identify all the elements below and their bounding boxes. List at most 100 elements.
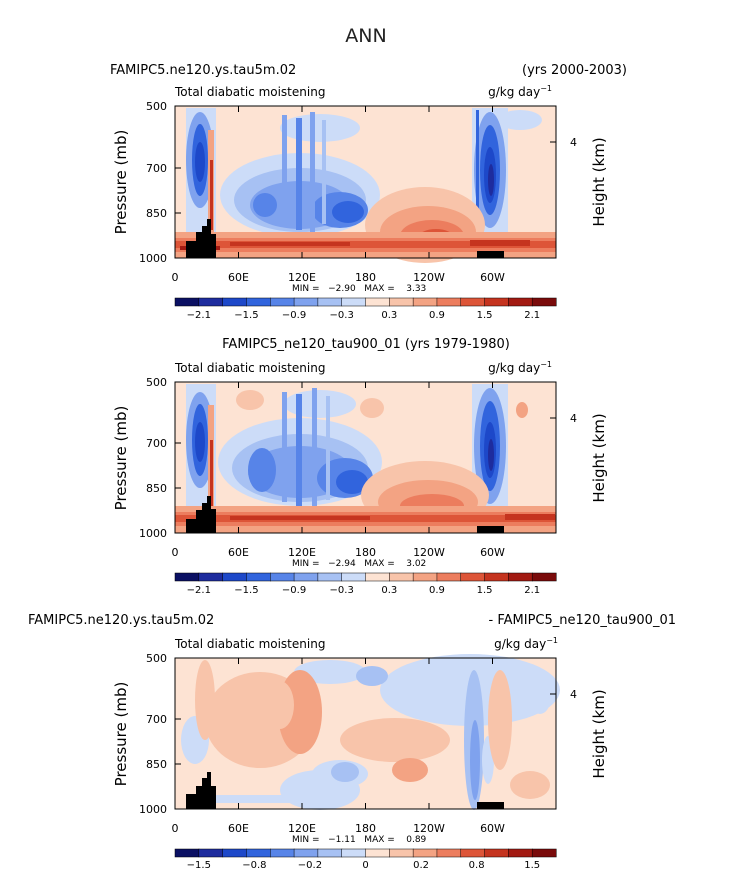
panel-3-x-tick: 120E xyxy=(288,822,316,835)
panel-1-x-tick: 0 xyxy=(172,271,179,284)
colorbar-label: 0.9 xyxy=(429,585,445,596)
panel-2-x-tick: 120E xyxy=(288,546,316,559)
colorbar-swatch xyxy=(341,848,367,858)
colorbar-swatch xyxy=(341,572,367,582)
panel-1-x-tick: 120E xyxy=(288,271,316,284)
colorbar-label: −1.5 xyxy=(187,860,211,871)
panel-2-x-tick: 120W xyxy=(413,546,445,559)
colorbar-swatch xyxy=(198,297,224,307)
panel-2-x-tick-labels: 0 60E 120E 180 120W 60W xyxy=(172,546,506,559)
panel-2-case-label: FAMIPC5_ne120_tau900_01 (yrs 1979-1980) xyxy=(222,337,510,352)
panel-1-min-max: MIN = −2.90 MAX = 3.33 xyxy=(292,284,426,294)
panel-2-x-tick: 60W xyxy=(480,546,505,559)
panel-1-x-tick: 120W xyxy=(413,271,445,284)
panel-1-x-tick: 60E xyxy=(228,271,249,284)
colorbar-swatch xyxy=(293,848,319,858)
colorbar-swatch xyxy=(531,572,557,582)
colorbar-swatch xyxy=(222,572,247,582)
panel-2-right-tick: 4 xyxy=(570,412,577,425)
colorbar-swatch xyxy=(484,297,509,307)
panel-1-years-label: (yrs 2000-2003) xyxy=(522,63,627,78)
colorbar-swatch xyxy=(460,848,486,858)
colorbar-swatch xyxy=(317,572,343,582)
colorbar-label: 0.9 xyxy=(429,310,445,321)
panel-2-x-tick: 60E xyxy=(228,546,249,559)
panel-2-right-axis-label: Height (km) xyxy=(590,413,608,502)
panel-3-y-tick: 850 xyxy=(146,758,167,771)
colorbar-swatch xyxy=(222,297,247,307)
panel-3-y-tick: 500 xyxy=(146,652,167,665)
colorbar-label: 0 xyxy=(362,860,368,871)
panel-3-y-tick: 700 xyxy=(146,713,167,726)
colorbar-swatch xyxy=(508,297,533,307)
colorbar-swatch xyxy=(270,848,295,858)
colorbar-swatch xyxy=(436,297,462,307)
colorbar-label: −2.1 xyxy=(187,310,211,321)
panel-3-units-label: g/kg day−1 xyxy=(494,636,558,651)
colorbar-swatch xyxy=(389,297,414,307)
panel-1: FAMIPC5.ne120.ys.tau5m.02 (yrs 2000-2003… xyxy=(110,63,627,321)
panel-1-case-label: FAMIPC5.ne120.ys.tau5m.02 xyxy=(110,63,296,78)
panel-3-x-tick-labels: 0 60E 120E 180 120W 60W xyxy=(172,822,506,835)
colorbar-label: −0.8 xyxy=(242,860,266,871)
page-title: ANN xyxy=(345,25,386,47)
panel-2-x-tick: 0 xyxy=(172,546,179,559)
colorbar-swatch xyxy=(531,848,557,858)
colorbar-swatch xyxy=(412,572,438,582)
panel-1-y-tick: 500 xyxy=(146,100,167,113)
panel-3-y-tick: 1000 xyxy=(139,803,167,816)
colorbar-label: −0.9 xyxy=(282,585,306,596)
panel-3-colorbar: −1.5 −0.8 −0.2 0 0.2 0.8 1.5 xyxy=(174,848,557,871)
panel-1-y-tick: 700 xyxy=(146,162,167,175)
panel-2-y-tick: 1000 xyxy=(139,527,167,540)
panel-1-x-tick: 60W xyxy=(480,271,505,284)
colorbar-label: −1.5 xyxy=(234,585,258,596)
colorbar-swatch xyxy=(293,572,319,582)
panel-1-right-axis-label: Height (km) xyxy=(590,137,608,226)
panel-2: FAMIPC5_ne120_tau900_01 (yrs 1979-1980) … xyxy=(112,337,608,596)
panel-3: FAMIPC5.ne120.ys.tau5m.02 - FAMIPC5_ne12… xyxy=(28,613,676,871)
panel-1-y-tick: 850 xyxy=(146,207,167,220)
colorbar-swatch xyxy=(246,572,271,582)
panel-1-units-label: g/kg day−1 xyxy=(488,84,552,99)
colorbar-swatch xyxy=(365,848,390,858)
panel-2-variable-label: Total diabatic moistening xyxy=(174,361,325,375)
colorbar-swatch xyxy=(389,572,414,582)
colorbar-swatch xyxy=(174,572,200,582)
colorbar-swatch xyxy=(198,572,224,582)
colorbar-swatch xyxy=(317,848,343,858)
panel-3-x-tick: 0 xyxy=(172,822,179,835)
panel-1-plot xyxy=(174,105,557,263)
colorbar-label: 1.5 xyxy=(477,310,493,321)
colorbar-swatch xyxy=(412,848,438,858)
panel-3-x-tick: 60E xyxy=(228,822,249,835)
panel-1-y-tick: 1000 xyxy=(139,252,167,265)
colorbar-swatch xyxy=(412,297,438,307)
panel-2-colorbar: −2.1 −1.5 −0.9 −0.3 0.3 0.9 1.5 2.1 xyxy=(174,572,557,596)
panel-2-y-tick: 700 xyxy=(146,437,167,450)
panel-3-x-tick: 180 xyxy=(355,822,376,835)
panel-3-case-label: FAMIPC5.ne120.ys.tau5m.02 xyxy=(28,613,214,628)
panel-3-plot xyxy=(174,654,560,810)
panel-2-plot xyxy=(174,381,557,534)
colorbar-swatch xyxy=(484,572,509,582)
panel-3-right-tick: 4 xyxy=(570,688,577,701)
colorbar-swatch xyxy=(365,297,390,307)
colorbar-swatch xyxy=(389,848,414,858)
panel-1-x-tick-labels: 0 60E 120E 180 120W 60W xyxy=(172,271,506,284)
colorbar-swatch xyxy=(174,848,200,858)
panel-2-x-tick: 180 xyxy=(355,546,376,559)
panel-2-y-axis-label: Pressure (mb) xyxy=(112,406,130,511)
colorbar-label: −0.9 xyxy=(282,310,306,321)
colorbar-swatch xyxy=(531,297,557,307)
colorbar-label: 1.5 xyxy=(524,860,540,871)
panel-2-units-label: g/kg day−1 xyxy=(488,360,552,375)
colorbar-label: 0.3 xyxy=(381,585,397,596)
panel-3-x-tick: 60W xyxy=(480,822,505,835)
colorbar-label: 0.8 xyxy=(469,860,485,871)
colorbar-swatch xyxy=(436,572,462,582)
colorbar-swatch xyxy=(460,572,486,582)
panel-2-y-tick: 850 xyxy=(146,482,167,495)
colorbar-swatch xyxy=(293,297,319,307)
